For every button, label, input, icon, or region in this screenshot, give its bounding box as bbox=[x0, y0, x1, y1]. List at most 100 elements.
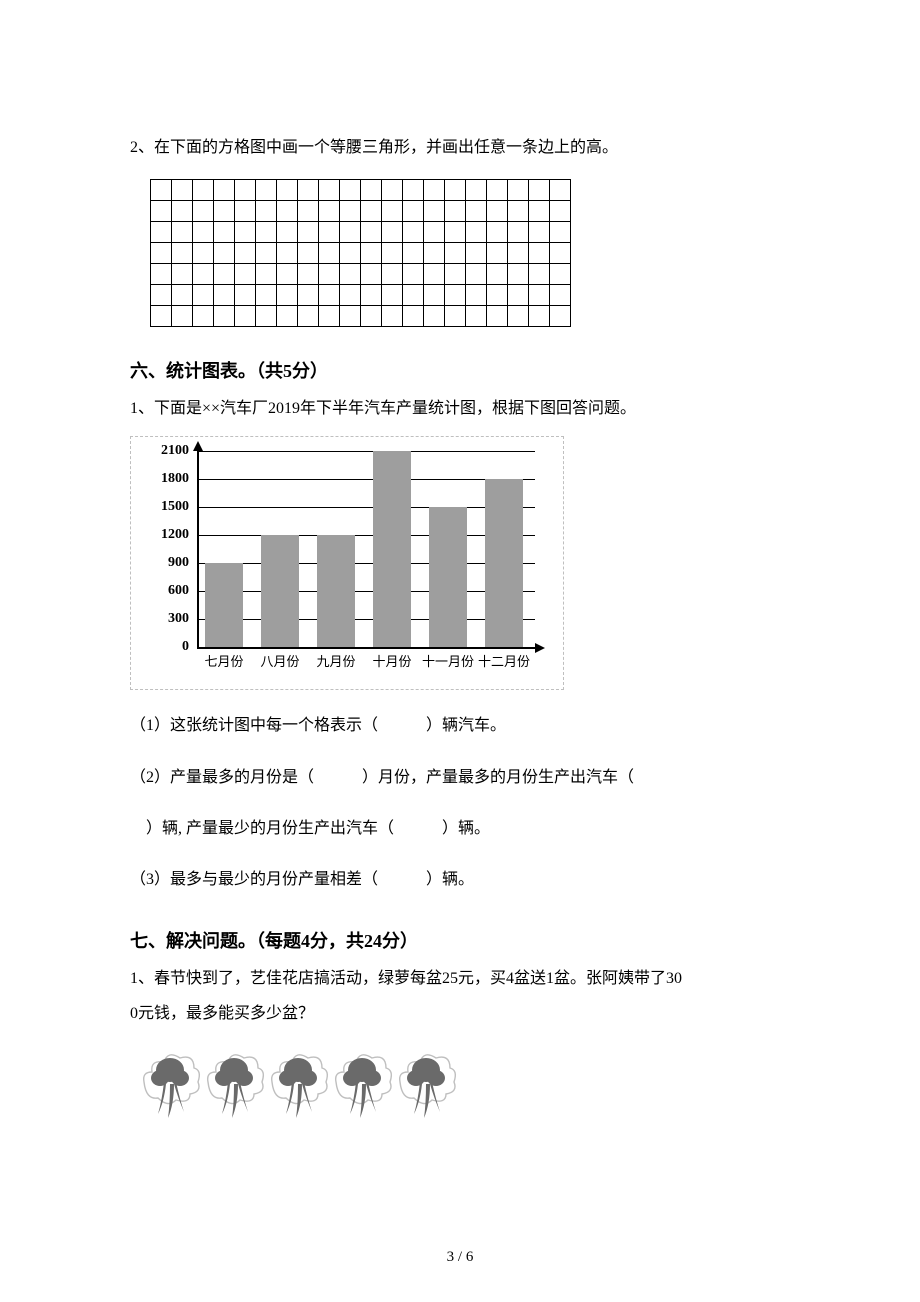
grid-cell bbox=[256, 306, 277, 327]
grid-cell bbox=[466, 264, 487, 285]
grid-cell bbox=[382, 222, 403, 243]
grid-cell bbox=[193, 285, 214, 306]
grid-cell bbox=[508, 180, 529, 201]
grid-cell bbox=[403, 201, 424, 222]
grid-cell bbox=[508, 306, 529, 327]
grid-cell bbox=[424, 222, 445, 243]
bar-chart: 03006009001200150018002100 七月份八月份九月份十月份十… bbox=[147, 451, 545, 681]
bar bbox=[429, 507, 467, 647]
bar bbox=[205, 563, 243, 647]
grid-cell bbox=[529, 243, 550, 264]
grid-cell bbox=[466, 222, 487, 243]
x-tick-label: 七月份 bbox=[204, 651, 243, 670]
grid-cell bbox=[319, 264, 340, 285]
grid-cell bbox=[529, 222, 550, 243]
grid-cell bbox=[361, 201, 382, 222]
grid-cell bbox=[361, 306, 382, 327]
grid-cell bbox=[256, 285, 277, 306]
grid-cell bbox=[235, 306, 256, 327]
grid-cell bbox=[193, 201, 214, 222]
grid-cell bbox=[340, 243, 361, 264]
grid-cell bbox=[445, 264, 466, 285]
x-tick-label: 十月份 bbox=[372, 651, 411, 670]
grid-cell bbox=[403, 264, 424, 285]
y-tick-label: 1200 bbox=[161, 527, 189, 543]
grid-cell bbox=[550, 264, 571, 285]
grid-cell bbox=[466, 243, 487, 264]
grid-cell bbox=[403, 243, 424, 264]
section6-subq3: （3）最多与最少的月份产量相差（ ）辆。 bbox=[130, 862, 790, 897]
plants-illustration bbox=[140, 1038, 790, 1124]
grid-cell bbox=[298, 285, 319, 306]
x-tick-label: 十一月份 bbox=[422, 651, 474, 670]
grid-cell bbox=[172, 222, 193, 243]
grid-cell bbox=[529, 180, 550, 201]
grid-cell bbox=[193, 180, 214, 201]
grid-cell bbox=[319, 180, 340, 201]
grid-cell bbox=[277, 201, 298, 222]
grid-cell bbox=[466, 285, 487, 306]
grid-cell bbox=[298, 222, 319, 243]
grid-cell bbox=[235, 222, 256, 243]
grid-cell bbox=[235, 264, 256, 285]
grid-cell bbox=[508, 243, 529, 264]
grid-cell bbox=[445, 222, 466, 243]
grid-cell bbox=[403, 222, 424, 243]
grid-cell bbox=[172, 285, 193, 306]
section6-subquestions: （1）这张统计图中每一个格表示（ ）辆汽车。 （2）产量最多的月份是（ ）月份，… bbox=[130, 708, 790, 897]
grid-cell bbox=[256, 180, 277, 201]
grid-cell bbox=[424, 180, 445, 201]
grid-cell bbox=[214, 243, 235, 264]
y-tick-label: 1800 bbox=[161, 471, 189, 487]
grid-cell bbox=[172, 243, 193, 264]
grid-cell bbox=[550, 306, 571, 327]
grid-cell bbox=[151, 285, 172, 306]
grid-cell bbox=[172, 180, 193, 201]
section7-q1-line2: 0元钱，最多能买多少盆？ bbox=[130, 996, 790, 1031]
bar bbox=[485, 479, 523, 647]
q2-grid bbox=[150, 179, 571, 327]
grid-cell bbox=[403, 285, 424, 306]
grid-cell bbox=[424, 285, 445, 306]
bar bbox=[261, 535, 299, 647]
grid-cell bbox=[445, 243, 466, 264]
bar bbox=[373, 451, 411, 647]
grid-cell bbox=[319, 243, 340, 264]
bar bbox=[317, 535, 355, 647]
grid-cell bbox=[340, 201, 361, 222]
grid-cell bbox=[151, 180, 172, 201]
y-axis-labels: 03006009001200150018002100 bbox=[147, 451, 193, 647]
grid-cell bbox=[319, 222, 340, 243]
grid-cell bbox=[382, 243, 403, 264]
grid-cell bbox=[214, 180, 235, 201]
grid-cell bbox=[466, 306, 487, 327]
grid-cell bbox=[487, 306, 508, 327]
grid-cell bbox=[151, 306, 172, 327]
grid-cell bbox=[340, 285, 361, 306]
x-tick-label: 十二月份 bbox=[478, 651, 530, 670]
plant-icon bbox=[268, 1038, 332, 1124]
grid-cell bbox=[298, 180, 319, 201]
grid-cell bbox=[214, 222, 235, 243]
y-tick-label: 600 bbox=[168, 583, 189, 599]
grid-cell bbox=[319, 306, 340, 327]
plot-area: 七月份八月份九月份十月份十一月份十二月份 bbox=[197, 451, 535, 649]
plant-icon bbox=[140, 1038, 204, 1124]
grid-cell bbox=[298, 264, 319, 285]
grid-cell bbox=[214, 285, 235, 306]
section6-subq2b: ）辆, 产量最少的月份生产出汽车（ ）辆。 bbox=[130, 811, 790, 846]
y-axis-arrow-icon bbox=[193, 441, 203, 451]
grid-cell bbox=[487, 222, 508, 243]
grid-cell bbox=[277, 285, 298, 306]
grid-cell bbox=[445, 180, 466, 201]
y-tick-label: 900 bbox=[168, 555, 189, 571]
grid-cell bbox=[550, 222, 571, 243]
grid-cell bbox=[529, 306, 550, 327]
grid-cell bbox=[151, 222, 172, 243]
grid-cell bbox=[424, 243, 445, 264]
chart-inner: 03006009001200150018002100 七月份八月份九月份十月份十… bbox=[131, 437, 563, 689]
grid-cell bbox=[235, 201, 256, 222]
grid-cell bbox=[361, 243, 382, 264]
page: 2、在下面的方格图中画一个等腰三角形，并画出任意一条边上的高。 六、统计图表。（… bbox=[0, 0, 920, 1302]
grid-cell bbox=[214, 306, 235, 327]
